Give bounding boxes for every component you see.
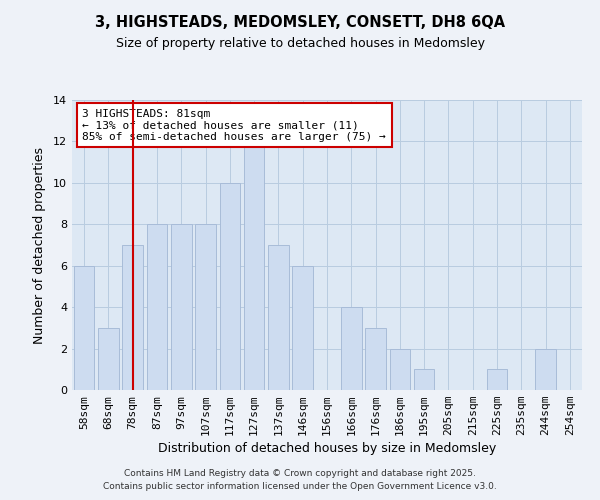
Bar [146, 224, 167, 390]
Bar [292, 266, 313, 390]
Bar [487, 370, 508, 390]
Bar [122, 245, 143, 390]
Bar [171, 224, 191, 390]
Bar [535, 348, 556, 390]
Y-axis label: Number of detached properties: Number of detached properties [33, 146, 46, 344]
Bar [195, 224, 216, 390]
Text: Contains HM Land Registry data © Crown copyright and database right 2025.: Contains HM Land Registry data © Crown c… [124, 468, 476, 477]
Bar [414, 370, 434, 390]
Bar [244, 142, 265, 390]
X-axis label: Distribution of detached houses by size in Medomsley: Distribution of detached houses by size … [158, 442, 496, 456]
Bar [98, 328, 119, 390]
Bar [268, 245, 289, 390]
Text: Size of property relative to detached houses in Medomsley: Size of property relative to detached ho… [115, 38, 485, 51]
Text: Contains public sector information licensed under the Open Government Licence v3: Contains public sector information licen… [103, 482, 497, 491]
Text: 3 HIGHSTEADS: 81sqm
← 13% of detached houses are smaller (11)
85% of semi-detach: 3 HIGHSTEADS: 81sqm ← 13% of detached ho… [82, 108, 386, 142]
Bar [220, 183, 240, 390]
Bar [365, 328, 386, 390]
Bar [341, 307, 362, 390]
Text: 3, HIGHSTEADS, MEDOMSLEY, CONSETT, DH8 6QA: 3, HIGHSTEADS, MEDOMSLEY, CONSETT, DH8 6… [95, 15, 505, 30]
Bar [389, 348, 410, 390]
Bar [74, 266, 94, 390]
